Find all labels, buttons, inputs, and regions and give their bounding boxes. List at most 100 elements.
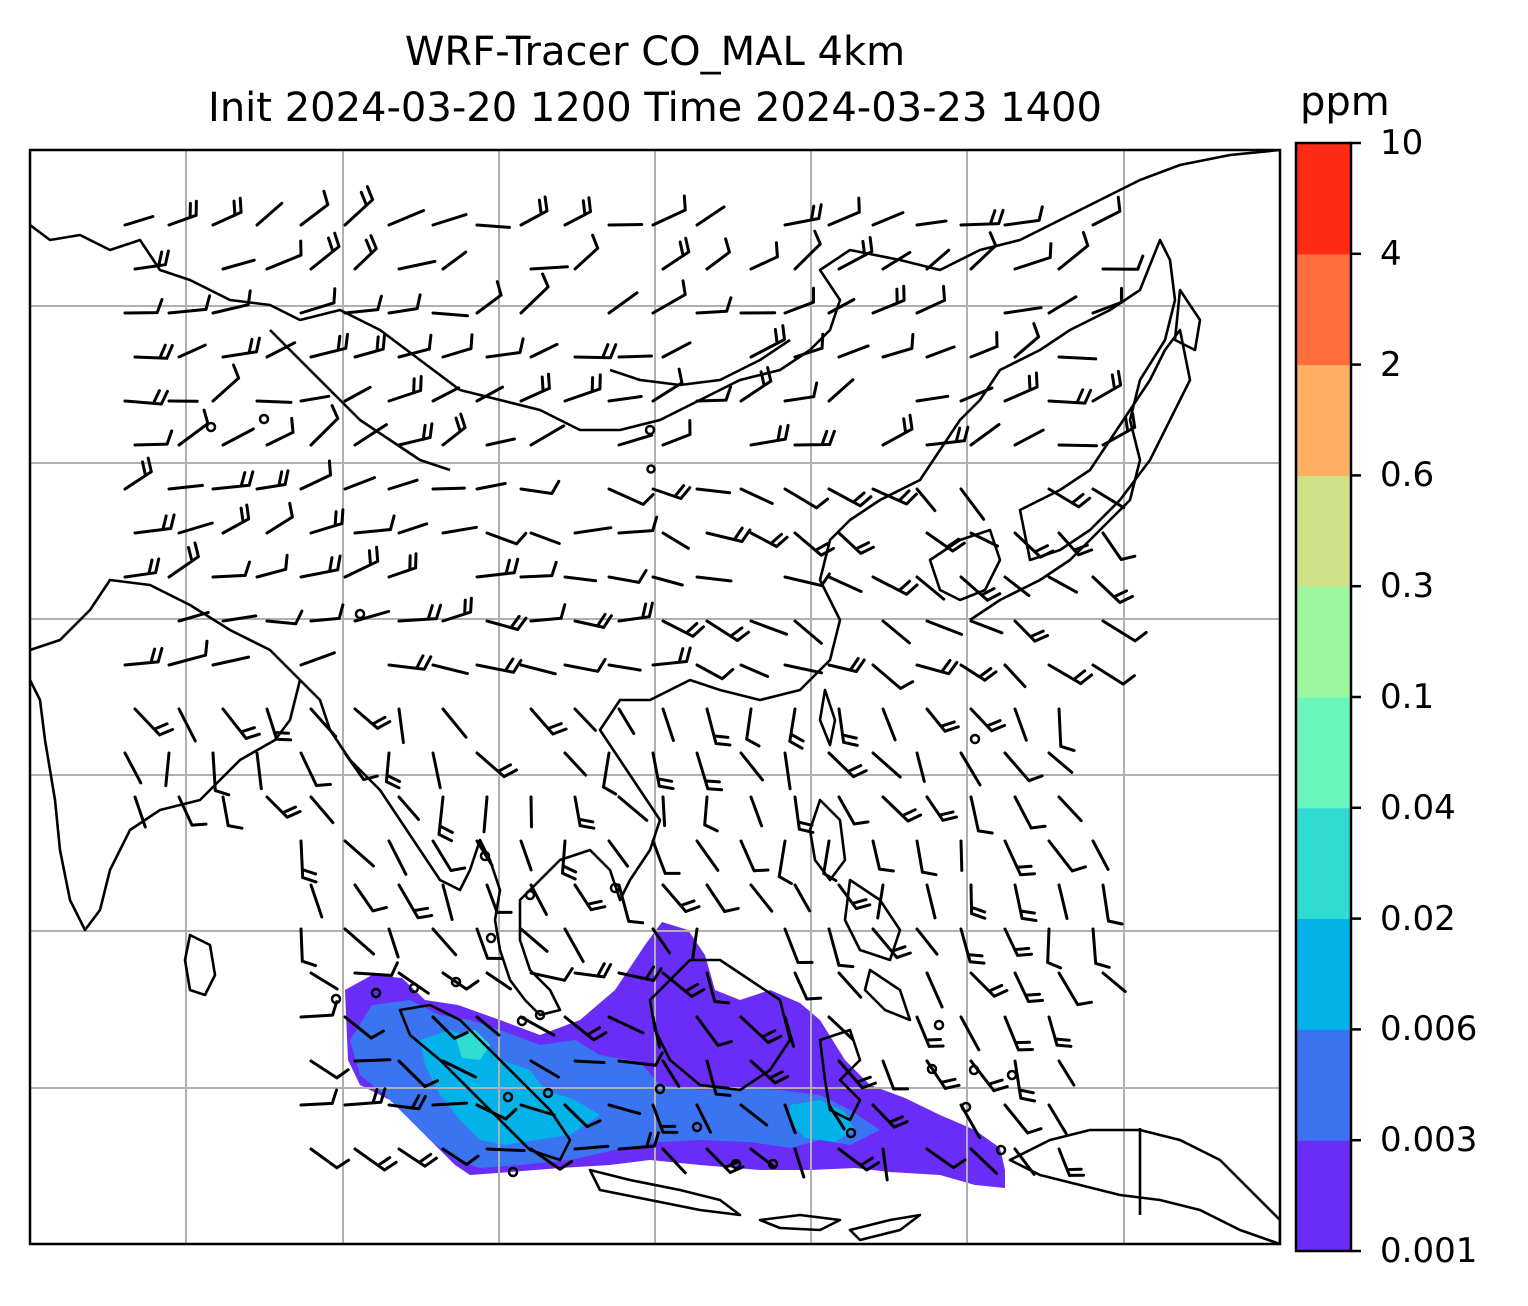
wind-barb bbox=[519, 195, 549, 227]
wind-barb bbox=[299, 1000, 339, 1019]
wind-barb bbox=[431, 311, 469, 318]
wind-barb bbox=[387, 209, 426, 227]
wind-barb bbox=[915, 659, 959, 676]
wind-barb bbox=[1003, 751, 1044, 783]
wind-barb bbox=[133, 707, 174, 737]
wind-barb bbox=[485, 883, 513, 914]
wind-barb bbox=[661, 1147, 687, 1175]
wind-barb bbox=[255, 751, 263, 791]
wind-barb bbox=[793, 971, 823, 1001]
wind-barb bbox=[475, 280, 503, 315]
wind-barb bbox=[211, 196, 243, 227]
wind-barb bbox=[661, 236, 691, 271]
wind-barb bbox=[309, 795, 335, 825]
wind-barb bbox=[881, 1147, 889, 1182]
wind-barb bbox=[695, 385, 733, 403]
wind-barb bbox=[353, 609, 391, 623]
wind-barb bbox=[265, 239, 303, 271]
wind-barb bbox=[353, 423, 388, 447]
wind-barb bbox=[485, 1147, 526, 1153]
wind-barb bbox=[309, 1147, 351, 1170]
wind-barb bbox=[871, 751, 902, 779]
wind-barb bbox=[783, 1103, 797, 1135]
wind-barb bbox=[1003, 205, 1044, 227]
wind-barb bbox=[1047, 1015, 1073, 1048]
wind-barb bbox=[745, 707, 761, 748]
wind-barb bbox=[827, 1015, 854, 1041]
wind-barb bbox=[211, 289, 252, 315]
wind-barb bbox=[749, 1059, 790, 1085]
wind-barb bbox=[431, 663, 469, 676]
wind-barb bbox=[384, 751, 402, 790]
wind-barb bbox=[793, 429, 836, 447]
wind-barb bbox=[925, 795, 958, 822]
wind-barb bbox=[837, 883, 872, 911]
wind-barb bbox=[265, 707, 293, 742]
wind-barb bbox=[691, 927, 699, 962]
wind-barb bbox=[1047, 1103, 1068, 1136]
wind-barb bbox=[123, 557, 161, 579]
wind-barb bbox=[397, 422, 434, 447]
wind-barb bbox=[837, 707, 859, 747]
wind-barb bbox=[837, 531, 875, 555]
wind-barb bbox=[969, 531, 999, 548]
wind-barb bbox=[783, 572, 831, 588]
wind-barb bbox=[915, 219, 948, 227]
wind-barb bbox=[871, 284, 906, 315]
wind-barb bbox=[1101, 971, 1127, 993]
wind-barb bbox=[617, 795, 649, 822]
wind-barb bbox=[133, 249, 170, 271]
wind-barb bbox=[482, 795, 489, 834]
wind-barb bbox=[695, 575, 733, 583]
wind-barb bbox=[1013, 242, 1053, 271]
wind-barb bbox=[661, 971, 706, 998]
wind-barb bbox=[881, 250, 912, 271]
wind-barb bbox=[255, 553, 289, 579]
wind-barb bbox=[167, 639, 209, 667]
wind-barb bbox=[387, 654, 433, 671]
wind-barb bbox=[969, 423, 1001, 447]
wind-barb bbox=[925, 619, 964, 636]
map-frame bbox=[28, 148, 1282, 1246]
wind-barb bbox=[431, 839, 467, 872]
wind-barb bbox=[343, 1087, 387, 1107]
wind-barb bbox=[397, 795, 421, 821]
wind-barb bbox=[255, 201, 284, 227]
wind-barb bbox=[387, 552, 418, 579]
colorbar-segment bbox=[1296, 475, 1351, 587]
wind-barb bbox=[123, 215, 155, 227]
wind-barb bbox=[519, 839, 533, 872]
wind-barb bbox=[475, 927, 503, 960]
wind-barb bbox=[705, 883, 740, 913]
wind-barb bbox=[397, 1147, 438, 1168]
wind-barb bbox=[573, 1144, 610, 1151]
wind-barb bbox=[397, 259, 437, 271]
wind-barb bbox=[309, 1059, 350, 1080]
wind-barb bbox=[651, 367, 684, 403]
wind-barb bbox=[969, 619, 1004, 635]
wind-barb bbox=[299, 287, 337, 315]
wind-barb bbox=[353, 234, 378, 271]
wind-barb bbox=[651, 646, 692, 667]
wind-barb bbox=[837, 795, 870, 826]
wind-barb bbox=[1101, 531, 1137, 561]
wind-barb bbox=[561, 839, 578, 881]
wind-barb bbox=[959, 927, 986, 965]
wind-barb bbox=[353, 1058, 392, 1063]
wind-barb bbox=[437, 795, 454, 843]
wind-barb bbox=[133, 795, 147, 829]
wind-barb bbox=[607, 291, 639, 315]
wind-barb bbox=[563, 751, 588, 777]
wind-barb bbox=[705, 619, 751, 642]
wind-barb bbox=[573, 1059, 606, 1065]
wind-barb bbox=[563, 927, 585, 963]
wind-barb bbox=[783, 1015, 795, 1048]
wind-barb bbox=[1057, 355, 1098, 361]
wind-barb bbox=[969, 707, 1007, 733]
wind-barb bbox=[529, 883, 548, 916]
wind-barb bbox=[343, 839, 375, 868]
wind-barb bbox=[827, 751, 868, 779]
wind-barb bbox=[255, 469, 290, 491]
wind-barb bbox=[827, 657, 866, 673]
coastlines bbox=[30, 150, 1280, 1244]
